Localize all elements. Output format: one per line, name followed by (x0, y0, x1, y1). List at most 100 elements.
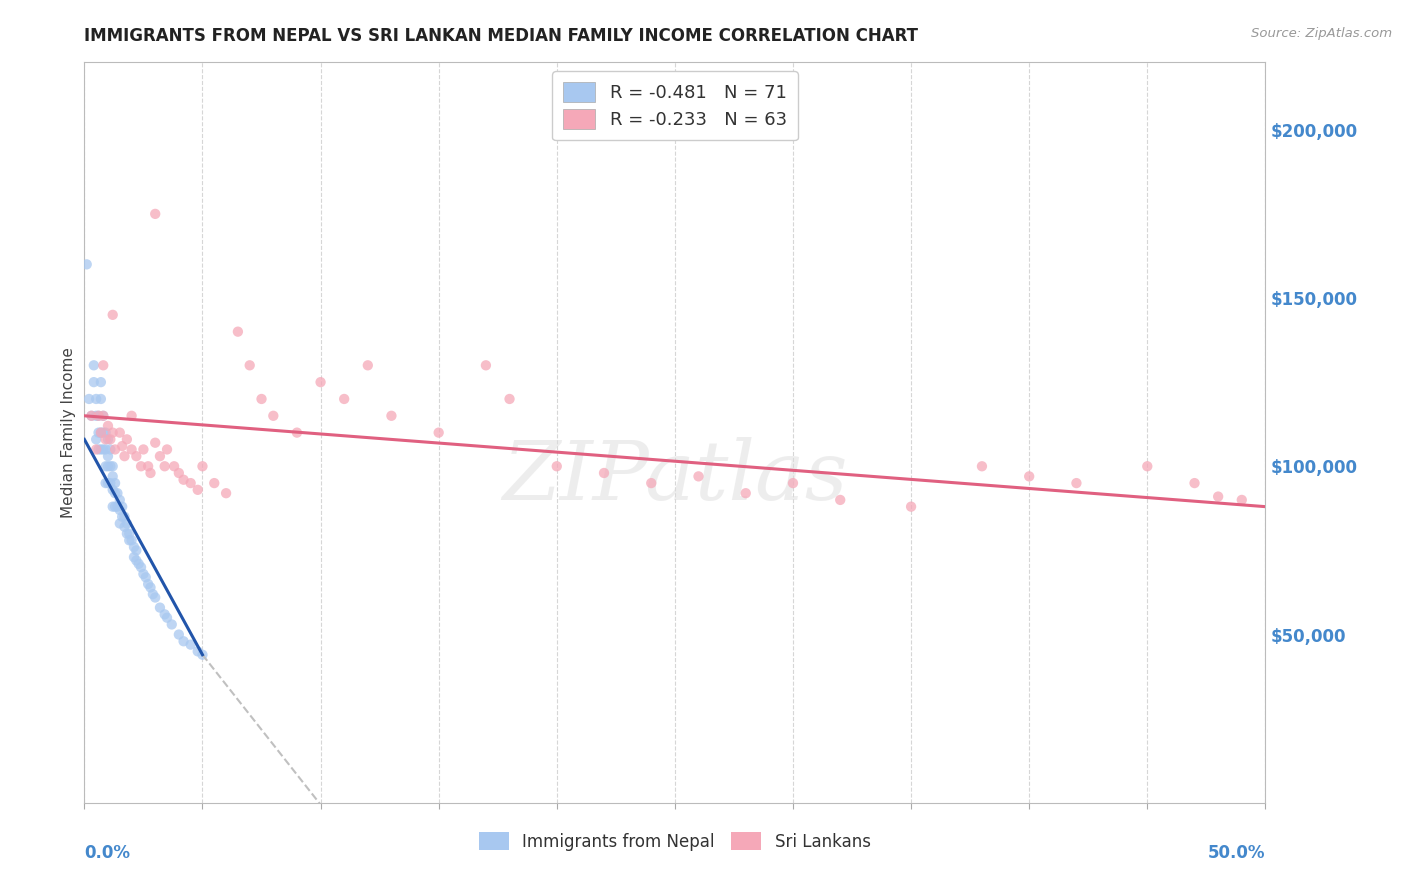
Point (427, 425, 450, 440)
Point (115, 526, 138, 541)
Point (91, 442, 114, 457)
Point (104, 442, 127, 457)
Point (90, 442, 112, 457)
Point (94, 459, 117, 474)
Point (180, 638, 202, 652)
Point (87, 409, 110, 423)
Point (84, 433, 107, 447)
Text: 50.0%: 50.0% (1208, 844, 1265, 862)
Point (115, 516, 138, 531)
Point (122, 550, 145, 565)
Point (98, 459, 121, 474)
Point (309, 375, 332, 389)
Point (98, 442, 121, 457)
Point (215, 486, 238, 500)
Point (202, 476, 225, 491)
Point (688, 469, 710, 483)
Point (136, 577, 159, 591)
Point (187, 644, 209, 658)
Point (91, 359, 114, 373)
Point (380, 409, 402, 423)
Point (135, 570, 157, 584)
Point (142, 587, 165, 601)
Point (94, 433, 117, 447)
Point (149, 449, 172, 463)
Point (87, 409, 110, 423)
Point (900, 500, 922, 514)
Point (76, 257, 98, 271)
Point (122, 540, 145, 554)
Point (1230, 492, 1253, 507)
Point (104, 486, 127, 500)
Point (91, 425, 114, 440)
Point (91, 409, 114, 423)
Point (167, 627, 190, 641)
Point (114, 449, 136, 463)
Point (84, 442, 107, 457)
Point (111, 439, 134, 453)
Point (333, 392, 356, 406)
Point (84, 392, 107, 406)
Point (156, 442, 179, 457)
Point (104, 500, 127, 514)
Point (101, 469, 124, 483)
Text: IMMIGRANTS FROM NEPAL VS SRI LANKAN MEDIAN FAMILY INCOME CORRELATION CHART: IMMIGRANTS FROM NEPAL VS SRI LANKAN MEDI… (84, 27, 918, 45)
Point (97, 476, 120, 491)
Point (143, 591, 166, 605)
Point (239, 359, 262, 373)
Point (1206, 490, 1229, 504)
Point (593, 466, 616, 480)
Text: 0.0%: 0.0% (84, 844, 131, 862)
Legend: Immigrants from Nepal, Sri Lankans: Immigrants from Nepal, Sri Lankans (472, 825, 877, 857)
Point (108, 503, 131, 517)
Point (143, 435, 166, 450)
Point (160, 617, 183, 632)
Point (129, 459, 152, 474)
Point (546, 459, 568, 474)
Point (250, 392, 273, 406)
Point (782, 476, 804, 491)
Point (87, 442, 110, 457)
Point (129, 560, 152, 574)
Point (91, 409, 114, 423)
Point (180, 476, 202, 491)
Point (94, 442, 117, 457)
Point (80, 409, 103, 423)
Point (94, 425, 117, 440)
Point (77, 392, 100, 406)
Point (125, 449, 148, 463)
Point (84, 409, 107, 423)
Point (101, 483, 124, 497)
Point (125, 543, 148, 558)
Point (136, 459, 159, 474)
Point (187, 483, 209, 497)
Point (101, 459, 124, 474)
Point (132, 566, 155, 581)
Point (101, 500, 124, 514)
Point (475, 359, 498, 373)
Point (153, 459, 176, 474)
Point (114, 509, 136, 524)
Point (97, 418, 120, 433)
Point (90, 425, 112, 440)
Point (1136, 459, 1159, 474)
Point (139, 466, 162, 480)
Point (163, 459, 186, 474)
Point (226, 325, 249, 339)
Point (357, 359, 380, 373)
Point (153, 607, 176, 622)
Point (90, 425, 112, 440)
Y-axis label: Median Family Income: Median Family Income (60, 347, 76, 518)
Point (125, 553, 148, 567)
Point (191, 648, 214, 662)
Point (143, 207, 166, 221)
Point (97, 433, 120, 447)
Point (98, 476, 121, 491)
Point (640, 476, 662, 491)
Text: Source: ZipAtlas.com: Source: ZipAtlas.com (1251, 27, 1392, 40)
Point (173, 634, 195, 648)
Point (173, 473, 195, 487)
Point (970, 459, 993, 474)
Point (108, 516, 131, 531)
Point (118, 526, 141, 541)
